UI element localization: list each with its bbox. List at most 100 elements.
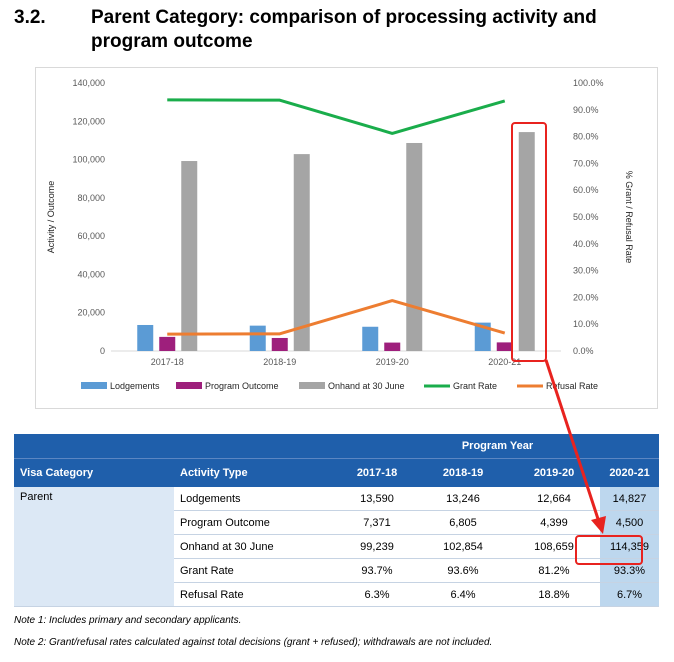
chart-container: 0 20,000 40,000 60,000 80,000 100,000 120,000 1…: [35, 67, 658, 409]
legend-swatch: [299, 382, 325, 389]
value-cell: 13,246: [418, 487, 508, 511]
bar-program-outcome: [384, 342, 401, 351]
x-tick-label: 2019-20: [376, 357, 409, 367]
value-cell: 12,664: [508, 487, 600, 511]
line-refusal-rate: [167, 299, 506, 336]
y-left-tick-label: 20,000: [77, 308, 105, 318]
section-title-line2: program outcome: [91, 31, 253, 52]
activity-cell: Refusal Rate: [174, 582, 336, 607]
value-cell: 99,239: [336, 534, 418, 559]
value-cell: 6,805: [418, 510, 508, 535]
x-tick-label: 2020-21: [488, 357, 521, 367]
annotation-highlight-box-table: [575, 535, 643, 565]
col-header-year-4: 2020-21: [600, 458, 659, 487]
value-cell: 18.8%: [508, 582, 600, 607]
bar-program-outcome: [496, 342, 513, 351]
bar-lodgements: [249, 325, 266, 351]
y-left-tick-label: 0: [100, 346, 105, 356]
table-header-program-year: Program Year: [14, 434, 659, 459]
bar-lodgements: [362, 326, 379, 351]
program-year-table: Program Year Visa Category Activity Type…: [14, 434, 659, 607]
y-right-tick-label: 30.0%: [573, 266, 599, 276]
y-right-tick-label: 100.0%: [573, 78, 604, 88]
bar-onhand-at-30-june: [518, 132, 535, 351]
col-header-year-3: 2019-20: [508, 458, 600, 487]
y-left-tick-label: 80,000: [77, 193, 105, 203]
legend-label: Lodgements: [110, 381, 160, 391]
y-right-axis-label: % Grant / Refusal Rate: [624, 171, 634, 264]
activity-cell: Program Outcome: [174, 510, 336, 535]
section-number: 3.2.: [14, 7, 46, 28]
y-right-tick-label: 0.0%: [573, 346, 594, 356]
visa-category-cell: Parent: [14, 487, 174, 607]
col-header-year-1: 2017-18: [336, 458, 418, 487]
annotation-arrow-line: [544, 359, 601, 523]
col-header-year-2: 2018-19: [418, 458, 508, 487]
legend-swatch: [176, 382, 202, 389]
activity-cell: Lodgements: [174, 487, 336, 511]
value-cell: 13,590: [336, 487, 418, 511]
y-left-tick-label: 140,000: [72, 78, 105, 88]
table-row: Program Outcome 7,371 6,805 4,399 4,500: [14, 510, 659, 535]
table-row: Parent Lodgements 13,590 13,246 12,664 1…: [14, 487, 659, 607]
value-cell: 102,854: [418, 534, 508, 559]
highlight-value-cell: 93.3%: [600, 558, 659, 583]
y-right-tick-label: 50.0%: [573, 212, 599, 222]
highlight-value-cell: 14,827: [600, 487, 659, 511]
x-tick-label: 2018-19: [263, 357, 296, 367]
bar-program-outcome: [271, 337, 288, 351]
y-left-axis-label: Activity / Outcome: [46, 181, 56, 254]
value-cell: 108,659: [508, 534, 600, 559]
section-title: Parent Category: comparison of processin…: [91, 6, 651, 54]
highlight-value-cell: 6.7%: [600, 582, 659, 607]
y-left-tick-label: 100,000: [72, 155, 105, 165]
y-right-tick-label: 90.0%: [573, 105, 599, 115]
line-grant-rate: [167, 98, 506, 135]
legend-label: Program Outcome: [205, 381, 279, 391]
value-cell: 4,399: [508, 510, 600, 535]
table-row: Onhand at 30 June 99,239 102,854 108,659…: [14, 534, 659, 559]
bar-lodgements: [474, 322, 491, 351]
header-spacer: [14, 434, 336, 459]
table-row: Grant Rate 93.7% 93.6% 81.2% 93.3%: [14, 558, 659, 583]
highlight-value-cell: 114,359: [600, 534, 659, 559]
bar-lodgements: [137, 324, 154, 351]
activity-cell: Grant Rate: [174, 558, 336, 583]
value-cell: 93.7%: [336, 558, 418, 583]
note-1: Note 1: Includes primary and secondary a…: [14, 615, 242, 626]
combo-chart: 0 20,000 40,000 60,000 80,000 100,000 120,000 1…: [46, 78, 634, 391]
value-cell: 7,371: [336, 510, 418, 535]
bar-onhand-at-30-june: [181, 161, 198, 351]
value-cell: 6.3%: [336, 582, 418, 607]
table-row: Refusal Rate 6.3% 6.4% 18.8% 6.7%: [14, 582, 659, 607]
table-header-columns: Visa Category Activity Type 2017-18 2018…: [14, 458, 659, 487]
y-right-tick-label: 20.0%: [573, 292, 599, 302]
legend-swatch: [81, 382, 107, 389]
bar-onhand-at-30-june: [406, 142, 423, 351]
annotation-arrow-head: [591, 516, 606, 534]
note-2: Note 2: Grant/refusal rates calculated a…: [14, 637, 493, 648]
value-cell: 81.2%: [508, 558, 600, 583]
y-right-tick-label: 60.0%: [573, 185, 599, 195]
y-right-tick-label: 10.0%: [573, 319, 599, 329]
y-left-tick-label: 120,000: [72, 116, 105, 126]
value-cell: 93.6%: [418, 558, 508, 583]
legend-label: Refusal Rate: [546, 381, 598, 391]
legend-label: Grant Rate: [453, 381, 497, 391]
annotation-highlight-box-chart: [511, 122, 547, 362]
program-year-label: Program Year: [336, 434, 659, 459]
activity-cell: Onhand at 30 June: [174, 534, 336, 559]
y-left-tick-label: 40,000: [77, 269, 105, 279]
section-title-line1: Parent Category: comparison of processin…: [91, 7, 597, 28]
bar-program-outcome: [159, 336, 176, 351]
value-cell: 6.4%: [418, 582, 508, 607]
bar-onhand-at-30-june: [293, 154, 310, 351]
highlight-value-cell: 4,500: [600, 510, 659, 535]
legend-label: Onhand at 30 June: [328, 381, 405, 391]
col-header-activity-type: Activity Type: [174, 458, 336, 487]
y-left-tick-label: 60,000: [77, 231, 105, 241]
col-header-visa-category: Visa Category: [14, 458, 174, 487]
y-right-tick-label: 70.0%: [573, 158, 599, 168]
y-right-tick-label: 80.0%: [573, 132, 599, 142]
